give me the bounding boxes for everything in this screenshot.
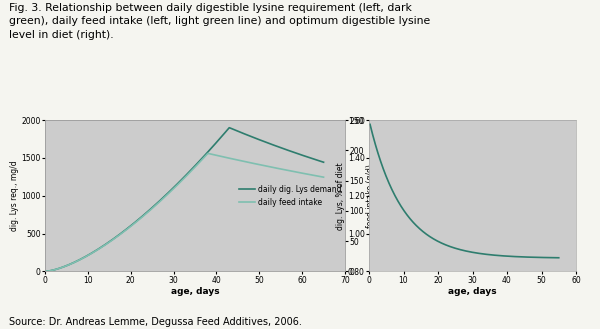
Legend: daily dig. Lys demand, daily feed intake: daily dig. Lys demand, daily feed intake — [239, 185, 341, 207]
Y-axis label: feed intake (g/d): feed intake (g/d) — [367, 164, 376, 228]
X-axis label: age, days: age, days — [170, 287, 220, 296]
daily dig. Lys demand — [175, 180, 182, 184]
daily feed intake — [41, 269, 49, 273]
Line: daily dig. Lys demand: daily dig. Lys demand — [45, 128, 323, 271]
X-axis label: age, days: age, days — [448, 287, 497, 296]
daily dig. Lys demand — [270, 143, 277, 147]
Y-axis label: dig. Lys req., mg/d: dig. Lys req., mg/d — [10, 161, 19, 231]
daily feed intake — [320, 175, 327, 179]
Line: daily feed intake: daily feed intake — [45, 153, 323, 271]
daily dig. Lys demand — [192, 163, 199, 167]
daily dig. Lys demand — [207, 147, 214, 151]
Text: Source: Dr. Andreas Lemme, Degussa Feed Additives, 2006.: Source: Dr. Andreas Lemme, Degussa Feed … — [9, 317, 302, 327]
daily feed intake — [175, 181, 182, 185]
daily feed intake — [314, 174, 321, 178]
daily feed intake — [205, 151, 212, 155]
daily feed intake — [192, 164, 199, 168]
daily dig. Lys demand — [226, 126, 233, 130]
daily dig. Lys demand — [314, 158, 321, 162]
daily dig. Lys demand — [41, 269, 49, 273]
daily feed intake — [270, 165, 277, 169]
daily dig. Lys demand — [320, 160, 327, 164]
daily feed intake — [174, 183, 181, 187]
daily feed intake — [208, 152, 215, 156]
Y-axis label: dig. Lys, % of diet: dig. Lys, % of diet — [336, 162, 345, 230]
daily dig. Lys demand — [174, 182, 181, 186]
Text: Fig. 3. Relationship between daily digestible lysine requirement (left, dark
gre: Fig. 3. Relationship between daily diges… — [9, 3, 430, 40]
